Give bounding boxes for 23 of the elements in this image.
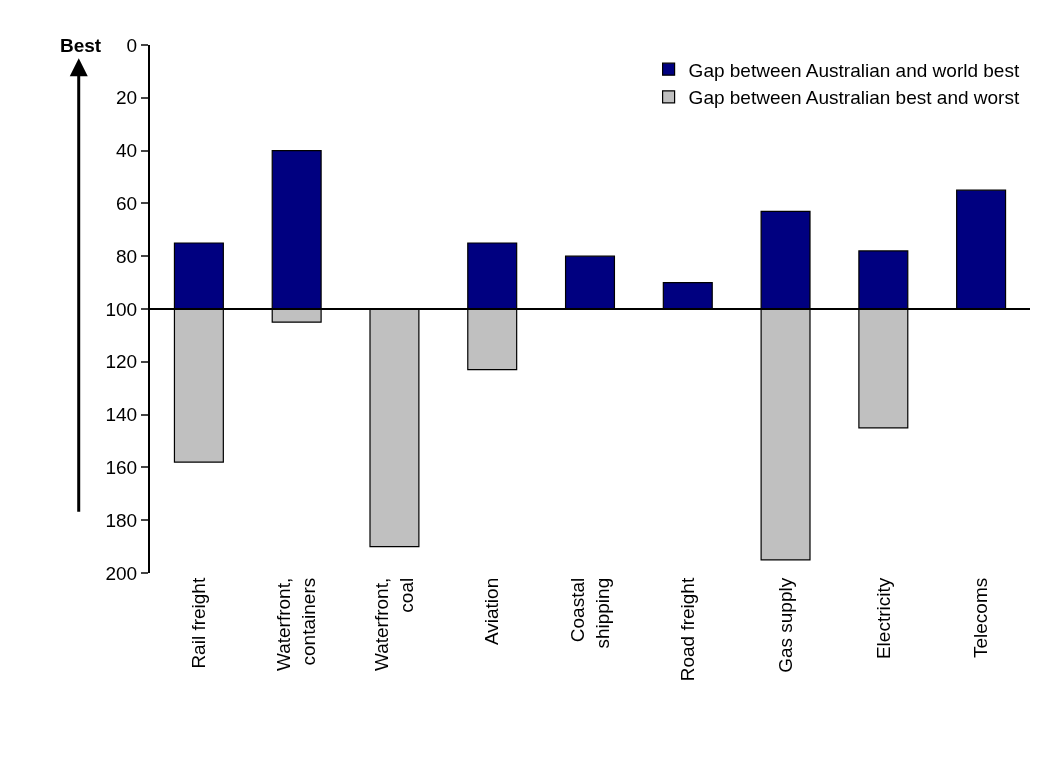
y-tick-label: 200 (105, 562, 138, 584)
y-tick-label: 80 (116, 245, 138, 267)
x-tick-label: Electricity (872, 577, 894, 660)
y-tick-label: 180 (105, 509, 138, 531)
x-tick-label: Waterfront, containers (273, 577, 320, 672)
y-tick-label: 60 (116, 193, 138, 215)
x-tick-label: Gas supply (774, 577, 796, 673)
y-tick-label: 120 (105, 351, 138, 373)
y-tick-label: 40 (116, 140, 138, 162)
x-tick-label: Rail freight (188, 577, 210, 669)
x-tick-label: Telecoms (970, 577, 992, 659)
text: Best (60, 35, 102, 56)
y-tick-label: 140 (105, 404, 138, 426)
y-tick-label: 160 (105, 457, 138, 479)
x-tick-label: Waterfront, coal (371, 577, 417, 672)
y-tick-label: 20 (116, 87, 138, 109)
x-tick-label: Coastal shipping (566, 577, 613, 649)
x-tick-label: Aviation (481, 577, 503, 646)
y-tick-label: 100 (105, 298, 138, 320)
legend-label: Gap between Australian best and worst (688, 87, 1020, 109)
x-tick-label: Road freight (676, 577, 698, 682)
legend-label: Gap between Australian and world best (688, 59, 1020, 81)
y-tick-label: 0 (126, 34, 138, 56)
